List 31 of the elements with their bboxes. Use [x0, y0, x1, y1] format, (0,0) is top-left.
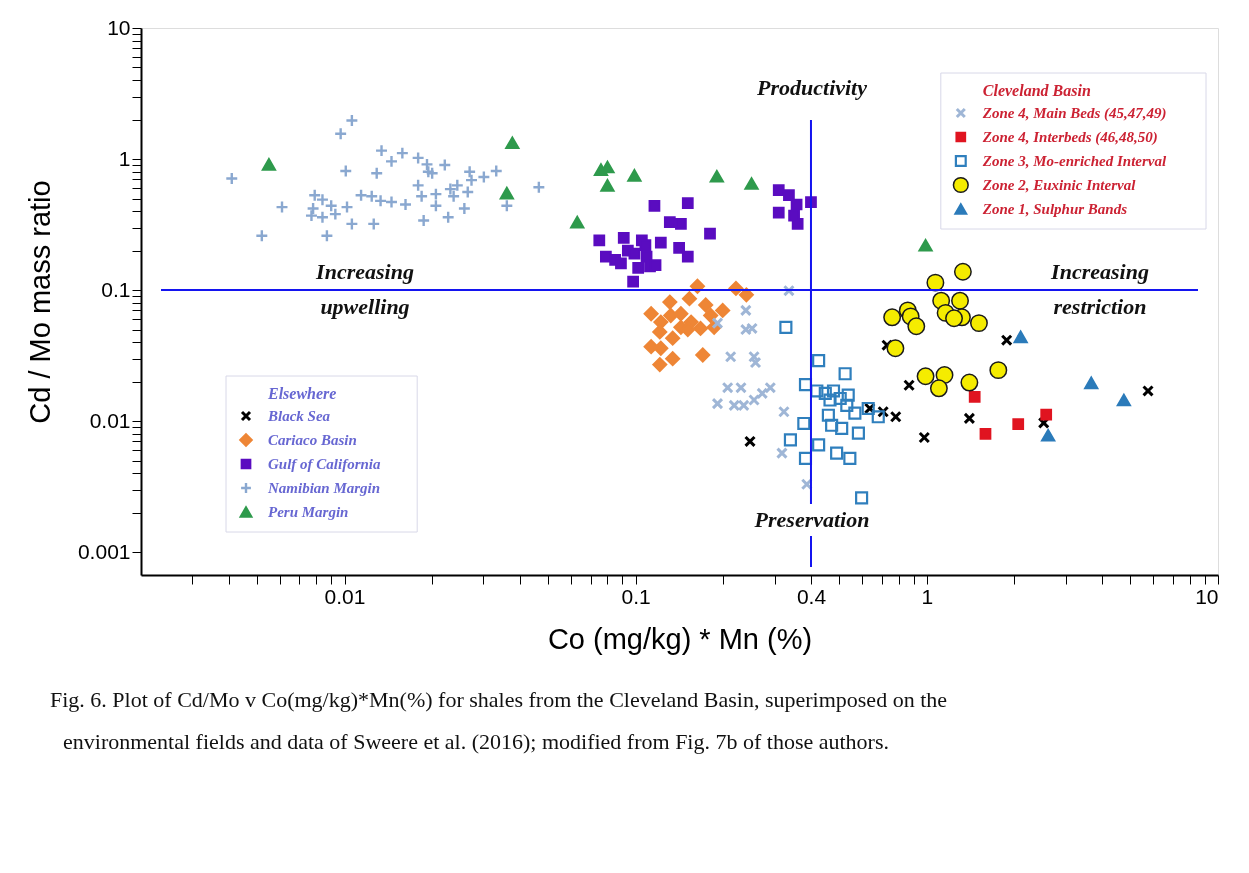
y-tick-label: 1	[118, 146, 131, 170]
x-tick-label: 10	[1195, 584, 1219, 608]
text: Elsewhere	[268, 385, 337, 402]
legend-label: Namibian Margin	[267, 480, 381, 496]
legend-label: Zone 4, Main Beds (45,47,49)	[981, 105, 1167, 122]
y-tick-label: 0.001	[77, 539, 131, 563]
x-tick-label: 0.4	[796, 584, 827, 608]
annotation: Productivity	[756, 75, 868, 100]
y-tick-label: 0.01	[89, 408, 131, 432]
y-tick-label: 10	[107, 15, 131, 39]
legend-label: Zone 4, Interbeds (46,48,50)	[981, 129, 1158, 146]
legend-label: Zone 3, Mo-enriched Interval	[981, 153, 1167, 169]
text: Cleveland Basin	[982, 82, 1091, 99]
x-tick-label: 0.01	[324, 584, 366, 608]
annotation: upwelling	[320, 294, 410, 319]
x-axis-title: Co (mg/kg) * Mn (%)	[547, 622, 813, 655]
legend-label: Cariaco Basin	[268, 432, 357, 448]
legend-label: Zone 2, Euxinic Interval	[981, 177, 1137, 193]
x-tick-label: 0.1	[621, 584, 651, 608]
legend-label: Gulf of California	[268, 456, 382, 472]
legend-label: Zone 1, Sulphur Bands	[981, 201, 1128, 217]
annotation: restriction	[1053, 294, 1147, 319]
caption: Fig. 6. Plot of Cd/Mo v Co(mg/kg)*Mn(%) for shales from the Cleveland Basin, superimposed on the environmental fields and data of Sweere et al. (2016); modified from Fig. 7b of those authors.	[50, 687, 948, 754]
annotation: Preservation	[753, 507, 870, 532]
annotation: Increasing	[315, 259, 414, 284]
legend-label: Peru Margin	[268, 504, 349, 520]
y-axis-title: Cd / Mo mass ratio	[23, 180, 56, 424]
legend-label: Black Sea	[267, 408, 331, 424]
y-tick-label: 0.1	[101, 277, 131, 301]
annotation: Increasing	[1050, 259, 1149, 284]
x-tick-label: 1	[921, 584, 934, 608]
